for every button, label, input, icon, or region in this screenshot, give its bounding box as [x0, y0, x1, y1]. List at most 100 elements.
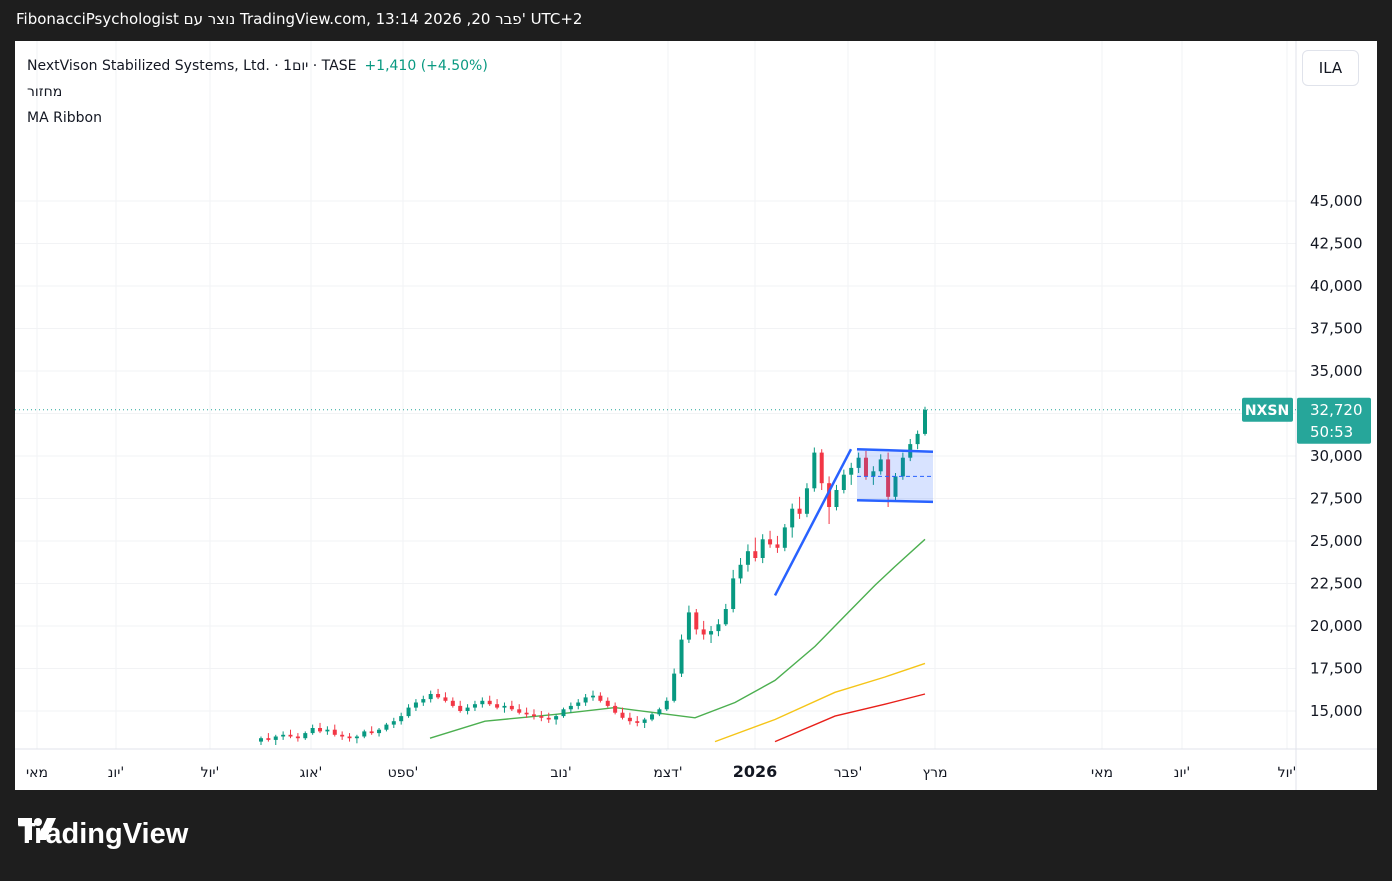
candle: [443, 692, 448, 703]
symbol-line[interactable]: NextVison Stabilized Systems, Ltd. · 1יו…: [27, 58, 357, 74]
candle-body: [531, 714, 536, 717]
candle: [472, 700, 477, 711]
candle: [731, 569, 736, 613]
candle-body: [413, 702, 418, 708]
candle: [332, 724, 337, 737]
candle: [812, 447, 817, 492]
x-tick-label: אוג': [300, 765, 323, 781]
price-tag: NXSN 32,720 50:53: [1242, 397, 1371, 444]
candle: [827, 476, 832, 524]
candle: [458, 700, 463, 713]
time-axis: מאי יונ' יול' אוג' ספט' נוב' דצמ' 2026 פבר' מרץ מא…: [26, 762, 1296, 781]
candle: [672, 668, 677, 703]
candle-body: [878, 459, 883, 472]
candle: [709, 626, 714, 643]
candle: [871, 466, 876, 485]
change-value: +1,410 (+4.50%): [364, 58, 488, 74]
candle-body: [915, 433, 920, 445]
candle: [841, 469, 846, 494]
candle-body: [443, 697, 448, 701]
price-chart[interactable]: 15,000 17,500 20,000 22,500 25,000 27,500 30,0…: [15, 41, 1377, 790]
candle: [310, 724, 315, 735]
candle-body: [480, 700, 485, 705]
candle: [664, 697, 669, 711]
candle: [716, 619, 721, 637]
candle-body: [923, 409, 927, 434]
price-tag-value: 32,720: [1310, 401, 1363, 419]
tradingview-logo[interactable]: TradingView: [18, 818, 188, 851]
candle-body: [295, 736, 300, 739]
candle: [775, 535, 780, 553]
candle: [406, 704, 411, 718]
candle-body: [318, 728, 323, 732]
candle-body: [745, 551, 750, 565]
candle: [554, 714, 559, 725]
candle: [517, 704, 522, 715]
candle-body: [679, 639, 684, 674]
candle: [384, 722, 389, 732]
candle: [531, 709, 536, 720]
candle-body: [539, 716, 544, 718]
x-tick-label: ספט': [388, 765, 419, 781]
candle-body: [598, 695, 603, 701]
candle-body: [310, 728, 315, 734]
chart-frame[interactable]: 15,000 17,500 20,000 22,500 25,000 27,500 30,0…: [15, 41, 1377, 790]
candle: [613, 702, 618, 715]
ma-ribbon-label[interactable]: MA Ribbon: [27, 110, 102, 126]
chart-legend: NextVison Stabilized Systems, Ltd. · 1יו…: [27, 53, 488, 131]
candle-body: [399, 716, 404, 722]
candle-body: [472, 704, 477, 708]
candle: [753, 537, 758, 562]
candle: [620, 707, 625, 720]
candle: [790, 503, 795, 538]
candle-body: [591, 695, 595, 698]
candle: [362, 729, 367, 739]
candle-body: [421, 699, 426, 703]
candle-body: [281, 734, 286, 737]
candle: [303, 731, 308, 740]
candle: [561, 707, 566, 718]
candle: [354, 734, 359, 744]
candle-body: [782, 527, 787, 548]
volume-label[interactable]: מחזור: [27, 84, 63, 100]
candle: [863, 450, 868, 480]
candle-body: [834, 490, 839, 507]
candle-body: [266, 738, 271, 740]
candle: [694, 609, 699, 635]
candle: [768, 530, 773, 548]
price-tag-countdown: 50:53: [1310, 423, 1353, 441]
candle-body: [900, 457, 905, 477]
candle-body: [450, 700, 455, 706]
candle-body: [273, 736, 278, 740]
tradingview-logo-icon: [18, 818, 56, 840]
candle-body: [841, 474, 846, 490]
currency-button[interactable]: ILA: [1302, 50, 1359, 86]
candle: [915, 430, 920, 450]
candle: [598, 692, 603, 703]
flag-bottom-line: [856, 498, 934, 504]
candle: [318, 722, 323, 734]
candle: [583, 694, 588, 706]
x-tick-label: דצמ': [653, 765, 682, 781]
candle-body: [568, 705, 573, 710]
price-axis: 15,000 17,500 20,000 22,500 25,000 27,500 30,0…: [1310, 192, 1363, 720]
candle: [782, 524, 787, 552]
y-tick-label: 30,000: [1310, 447, 1363, 465]
candle-body: [303, 733, 308, 739]
price-tag-bg: [1297, 397, 1371, 444]
candle-body: [627, 717, 632, 722]
candle: [923, 406, 927, 436]
candle: [745, 544, 750, 572]
x-tick-label: 2026: [733, 762, 778, 781]
ma-line-red: [774, 693, 926, 743]
y-tick-label: 15,000: [1310, 702, 1363, 720]
candle: [399, 712, 404, 725]
candle-body: [642, 719, 647, 723]
candle: [428, 690, 433, 703]
candle: [509, 700, 514, 711]
candle-body: [716, 624, 721, 632]
candle: [546, 712, 551, 723]
candle: [266, 733, 271, 742]
y-tick-label: 20,000: [1310, 617, 1363, 635]
candle-body: [576, 702, 581, 706]
